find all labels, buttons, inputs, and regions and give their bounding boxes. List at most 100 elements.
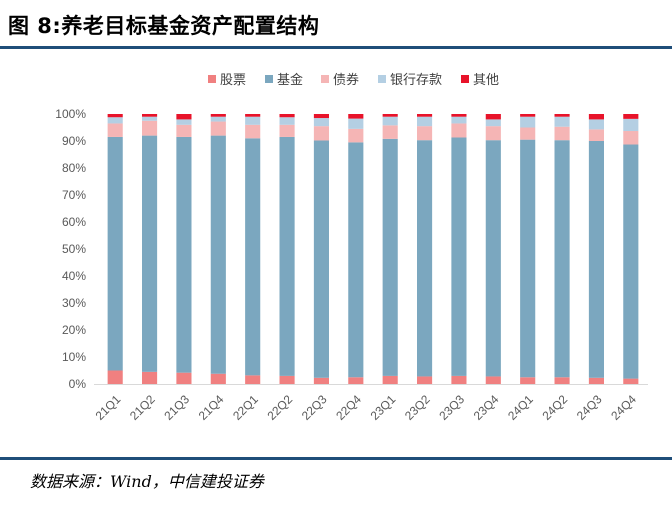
x-tick-label: 23Q3 [436,392,467,423]
y-tick-label: 10% [62,350,86,364]
bar-segment-2 [313,126,329,141]
bar-segment-0 [279,375,295,384]
bar-stack-21Q1 [107,114,123,384]
bar-segment-2 [485,126,501,141]
legend: 股票 基金 债券 银行存款 其他 [208,72,499,88]
bar-segment-0 [417,376,433,384]
bar-segment-0 [382,375,398,384]
bar-segment-4 [210,114,226,117]
source-note: 数据来源：Wind，中信建投证券 [30,472,264,491]
bar-segment-0 [107,370,123,384]
bar-segment-4 [142,114,158,117]
bar-stack-23Q2 [417,114,433,384]
bar-segment-4 [382,114,398,117]
bar-segment-1 [245,138,261,376]
bar-segment-4 [245,114,261,117]
bar-stack-23Q4 [485,114,501,384]
legend-swatch-0 [208,75,216,83]
legend-swatch-4 [461,75,469,83]
y-tick-label: 70% [62,188,86,202]
bar-stack-21Q4 [210,114,226,384]
bar-stack-24Q3 [588,114,604,384]
bar-segment-4 [554,114,570,117]
bar-segment-2 [520,127,536,140]
x-tick-label: 24Q2 [540,392,571,423]
bar-segment-1 [279,136,295,376]
bar-segment-3 [451,116,467,124]
bar-segment-2 [176,124,192,137]
legend-label-2: 债券 [333,72,359,88]
bar-segment-2 [142,120,158,136]
bar-segment-2 [588,129,604,141]
bar-segment-3 [382,116,398,126]
legend-swatch-3 [378,75,386,83]
bar-segment-3 [554,116,570,127]
bar-segment-1 [417,140,433,377]
x-tick-label: 24Q3 [574,392,605,423]
bar-stack-24Q4 [623,114,639,384]
bar-segment-2 [451,123,467,138]
bar-segment-2 [245,124,261,139]
x-axis: 21Q1 21Q2 21Q3 21Q4 22Q1 22Q2 22Q3 22Q4 23Q1 23Q2… [93,384,648,423]
bar-segment-4 [623,114,639,119]
title-rule [0,46,672,49]
bar-segment-2 [382,125,398,139]
x-tick-label: 23Q4 [471,392,502,423]
x-tick-label: 23Q1 [368,392,399,423]
bar-segment-4 [176,114,192,120]
y-tick-label: 60% [62,215,86,229]
bar-segment-0 [348,377,364,384]
bar-segment-3 [485,119,501,127]
bar-segment-0 [588,377,604,384]
bar-segment-1 [520,139,536,378]
bar-stack-22Q4 [348,114,364,384]
stacked-bar-chart: 股票 基金 债券 银行存款 其他 0% 10% 20% 30% 40% 50% 60% 70% 80% 9… [55,72,648,423]
bar-segment-1 [313,140,329,378]
bar-segment-1 [107,136,123,371]
x-tick-label: 21Q3 [161,392,192,423]
y-tick-label: 20% [62,323,86,337]
bar-segment-3 [417,116,433,127]
bar-segment-3 [210,116,226,122]
legend-label-3: 银行存款 [390,73,442,88]
bar-segment-0 [210,373,226,384]
bar-segment-4 [417,114,433,117]
legend-label-0: 股票 [220,73,246,88]
bar-segment-0 [176,372,192,384]
y-tick-label: 0% [69,377,87,391]
bar-stack-24Q2 [554,114,570,384]
x-tick-label: 22Q1 [230,392,261,423]
bar-segment-2 [623,131,639,145]
bar-segment-1 [451,137,467,376]
bar-stack-21Q3 [176,114,192,384]
bar-segment-2 [107,123,123,137]
bar-segment-3 [107,117,123,124]
bar-stack-22Q3 [313,114,329,384]
bar-segment-4 [279,114,295,118]
bar-segment-4 [107,114,123,118]
bar-segment-3 [588,119,604,130]
bar-segment-1 [485,140,501,377]
bar-stack-22Q1 [245,114,261,384]
y-tick-label: 100% [55,107,86,121]
legend-label-1: 基金 [277,72,303,88]
bar-segment-0 [245,375,261,384]
bar-segment-3 [623,118,639,132]
bar-segment-3 [313,118,329,127]
x-tick-label: 24Q4 [608,392,639,423]
bar-segment-4 [485,114,501,120]
x-tick-label: 22Q3 [299,392,330,423]
bar-segment-0 [142,371,158,384]
bar-segment-3 [520,116,536,128]
bar-segment-4 [313,114,329,119]
bar-segment-1 [176,136,192,373]
bar-segment-1 [588,141,604,378]
bar-segment-4 [348,114,364,119]
bar-stack-23Q3 [451,114,467,384]
y-tick-label: 40% [62,269,86,283]
bar-segment-1 [142,135,158,372]
bar-segment-2 [210,121,226,136]
figure-title: 图 8:养老目标基金资产配置结构 [8,14,320,38]
x-tick-label: 21Q4 [196,392,227,423]
bar-segment-1 [623,144,639,379]
